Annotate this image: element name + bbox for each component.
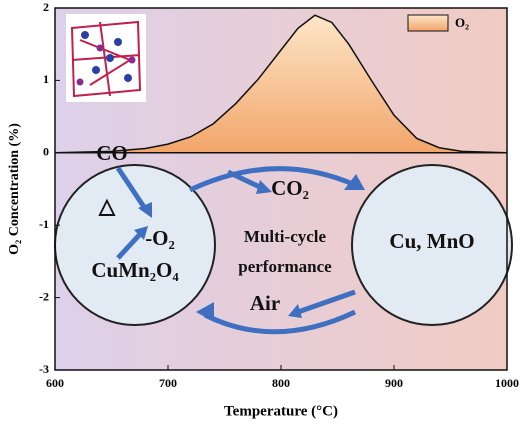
annotation: Multi-cycle: [244, 227, 327, 246]
annotation: Cu, MnO: [389, 229, 474, 253]
x-tick-label: 900: [385, 376, 403, 390]
annotation: CO: [96, 141, 128, 165]
x-axis-label: Temperature (°C): [224, 403, 338, 419]
arrows: [115, 166, 357, 335]
annotation: CuMn₂O₄: [91, 258, 179, 282]
annotation: performance: [238, 257, 332, 276]
area-line: [54, 14, 508, 154]
y-tick-label: -2: [39, 289, 49, 303]
x-tick-label: 700: [159, 376, 177, 390]
y-tick-label: -3: [39, 362, 49, 376]
y-tick-label: 1: [43, 72, 49, 86]
diagram: [54, 164, 513, 335]
right-particle: [351, 164, 513, 326]
annotation: △: [98, 194, 116, 218]
y-tick-label: 2: [43, 0, 49, 14]
x-tick-label: 800: [272, 376, 290, 390]
y-axis-label: O₂ Concentration (%): [7, 123, 22, 255]
x-tick-label: 1000: [495, 376, 519, 390]
crystal-inset: [66, 14, 146, 102]
area-fill: [55, 15, 507, 153]
y-tick-label: -1: [39, 217, 49, 231]
legend-label: O₂: [455, 15, 469, 30]
annotation: CO₂: [271, 176, 309, 200]
y-tick-label: 0: [43, 145, 49, 159]
annotation: -O₂: [145, 226, 175, 250]
x-tick-label: 600: [46, 376, 64, 390]
legend-swatch: [407, 14, 449, 32]
annotation: Air: [250, 291, 280, 315]
plot: [54, 14, 508, 154]
